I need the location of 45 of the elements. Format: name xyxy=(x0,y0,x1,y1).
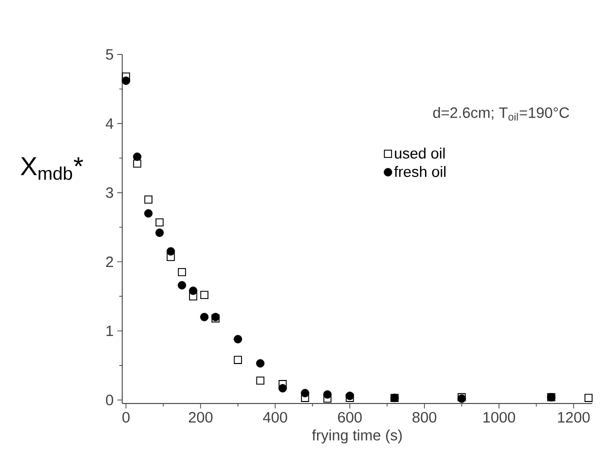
point xyxy=(155,228,164,237)
x-tick-label: 600 xyxy=(338,412,362,423)
y-tick-label: 1 xyxy=(106,326,114,336)
x-tick-label: 800 xyxy=(412,412,436,423)
point xyxy=(301,394,310,402)
x-axis-title: frying time (s) xyxy=(312,429,402,444)
point xyxy=(144,196,152,204)
point xyxy=(323,394,332,403)
annotation: d=2.6cm; T$_{oil}$=190°C xyxy=(433,106,570,121)
x-tick-label: 400 xyxy=(263,412,288,423)
point xyxy=(144,209,153,218)
point xyxy=(156,218,164,226)
x-tick-label: 0 xyxy=(122,412,130,423)
point xyxy=(323,390,332,399)
point xyxy=(166,247,175,256)
point xyxy=(178,281,186,290)
point xyxy=(189,292,198,300)
point xyxy=(133,160,142,168)
point xyxy=(234,334,242,344)
point xyxy=(200,312,209,322)
x-tick-label: 1200 xyxy=(558,412,590,423)
point xyxy=(300,388,310,398)
y-axis-title: X$_{mdb}$* xyxy=(20,157,84,180)
legend-label: fresh oil xyxy=(394,166,446,178)
point xyxy=(166,252,175,261)
point xyxy=(234,356,242,364)
y-tick-label: 4 xyxy=(106,118,114,129)
point xyxy=(178,268,186,276)
point xyxy=(584,394,593,402)
x-tick-label: 1000 xyxy=(483,412,516,423)
point xyxy=(256,359,264,368)
y-tick-label: 2 xyxy=(106,256,113,268)
x-tick-label: 200 xyxy=(188,412,213,423)
point xyxy=(122,72,130,81)
point xyxy=(132,152,142,161)
y-tick-label: 3 xyxy=(106,187,114,198)
legend-label: used oil xyxy=(394,148,445,159)
y-tick-label: 5 xyxy=(106,49,114,60)
point xyxy=(188,286,198,295)
point xyxy=(122,76,130,85)
point xyxy=(278,384,287,392)
point xyxy=(200,290,208,299)
point xyxy=(256,376,264,385)
point xyxy=(278,380,287,388)
y-tick-label: 0 xyxy=(106,394,114,406)
